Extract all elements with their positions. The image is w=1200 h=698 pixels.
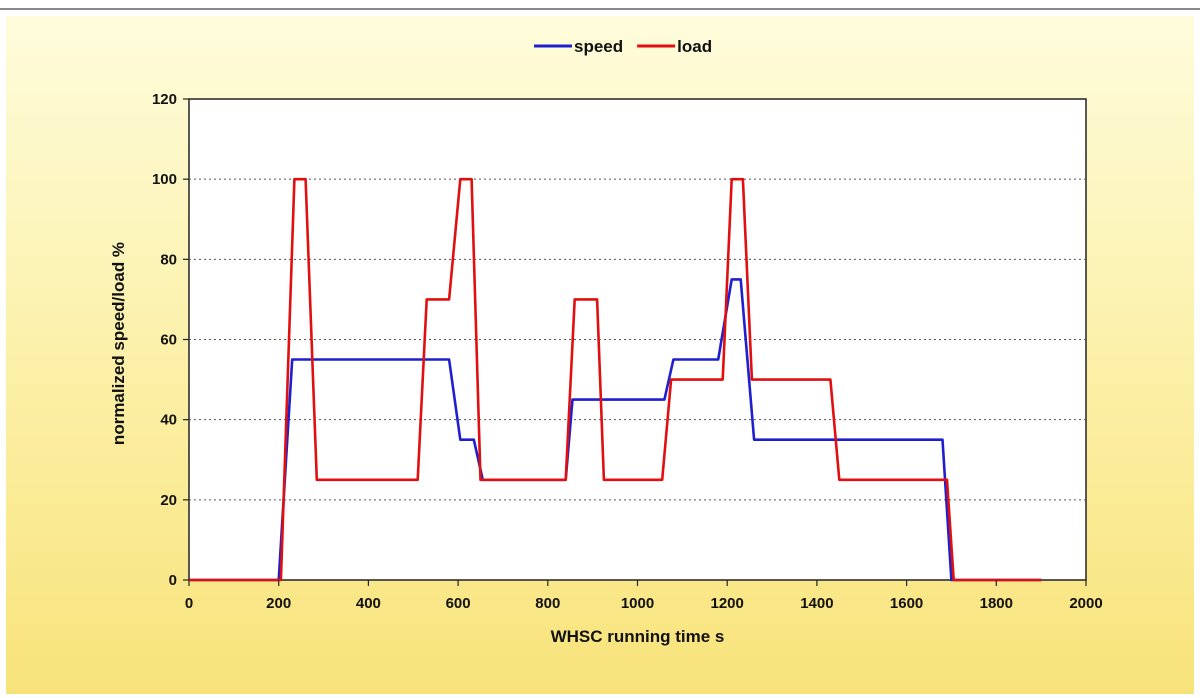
x-tick-label: 1400 — [800, 595, 833, 612]
series-line-load — [189, 177, 1042, 582]
x-axis-title: WHSC running time s — [551, 627, 725, 646]
y-tick-label: 40 — [160, 412, 177, 429]
y-tick-label: 120 — [152, 91, 177, 108]
x-tick-label: 200 — [266, 595, 291, 612]
x-tick-label: 800 — [535, 595, 560, 612]
x-tick-label: 0 — [185, 595, 193, 612]
legend-label-speed: speed — [574, 37, 623, 56]
chart-area: speed load 0 200 400 600 800 1000 1200 1400 1600 1… — [6, 16, 1194, 694]
x-tick-label: 1600 — [890, 595, 923, 612]
series-group — [189, 177, 1042, 582]
y-axis-title: normalized speed/load % — [109, 242, 128, 445]
legend-label-load: load — [677, 37, 712, 56]
y-tick-label: 100 — [152, 171, 177, 188]
top-rule — [0, 8, 1200, 10]
y-tick-label: 80 — [160, 251, 177, 268]
y-tick-label: 60 — [160, 332, 177, 349]
x-tick-label: 2000 — [1069, 595, 1102, 612]
x-tick-label: 1000 — [621, 595, 654, 612]
x-tick-label: 600 — [446, 595, 471, 612]
y-tick-label: 0 — [169, 572, 177, 589]
legend: speed load — [534, 37, 712, 56]
y-axis-ticks: 0 20 40 60 80 100 120 — [152, 91, 189, 589]
plot-area — [188, 98, 1087, 581]
x-tick-label: 400 — [356, 595, 381, 612]
y-tick-label: 20 — [160, 492, 177, 509]
chart-svg: speed load 0 200 400 600 800 1000 1200 1400 1600 1… — [109, 37, 1103, 646]
x-tick-label: 1200 — [711, 595, 744, 612]
x-axis-ticks: 0 200 400 600 800 1000 1200 1400 1600 1800 2000 — [185, 580, 1103, 612]
x-tick-label: 1800 — [980, 595, 1013, 612]
